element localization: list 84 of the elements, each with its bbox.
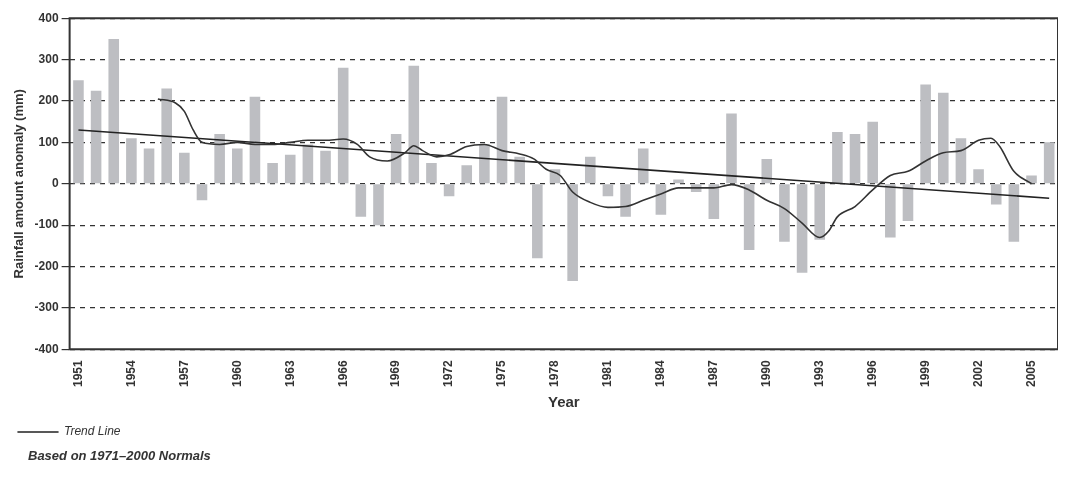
bar	[849, 134, 861, 184]
bar	[196, 184, 208, 201]
bar	[214, 134, 225, 184]
x-tick-label: 1996	[864, 359, 879, 388]
bar	[796, 184, 808, 273]
bar	[920, 84, 931, 184]
bar	[373, 184, 384, 226]
legend-label: Trend Line	[64, 424, 121, 439]
bar	[232, 148, 243, 184]
y-tick-label: 400	[38, 10, 59, 25]
x-tick-label: 1960	[229, 359, 244, 388]
bar	[567, 184, 578, 282]
x-tick-label: 1969	[388, 359, 403, 388]
y-tick-label: 0	[51, 176, 59, 191]
bar	[584, 156, 596, 184]
y-tick-label: 200	[38, 93, 59, 108]
bar	[355, 184, 367, 217]
bar	[426, 163, 437, 184]
bar	[902, 184, 914, 221]
bar	[885, 184, 896, 238]
bar	[443, 184, 455, 197]
bar	[1008, 184, 1020, 242]
bar	[249, 96, 261, 184]
x-tick-label: 1987	[706, 359, 721, 388]
bar	[284, 154, 296, 184]
x-tick-label: 1978	[547, 359, 562, 388]
bar	[867, 121, 878, 184]
y-tick-label: -100	[34, 217, 59, 232]
bar	[90, 90, 102, 184]
x-tick-label: 1999	[917, 359, 932, 388]
bar	[973, 169, 984, 184]
bar	[602, 184, 614, 197]
bar	[408, 65, 420, 184]
bar	[708, 184, 720, 219]
x-tick-label: 2005	[1023, 359, 1038, 388]
bar	[143, 148, 155, 184]
bar	[479, 144, 490, 184]
bar	[990, 184, 1002, 205]
bar	[743, 184, 755, 250]
bar	[1026, 175, 1037, 184]
y-tick-label: -400	[34, 341, 59, 356]
y-tick-label: -300	[34, 300, 59, 315]
bar	[832, 132, 843, 184]
x-tick-label: 1984	[653, 359, 668, 388]
x-tick-label: 2002	[970, 359, 985, 388]
bar	[496, 96, 508, 184]
y-tick-label: -200	[34, 258, 59, 273]
bar	[320, 150, 331, 184]
bar	[73, 80, 84, 184]
y-tick-label: 300	[38, 51, 59, 66]
bar	[1043, 142, 1055, 184]
bar	[337, 67, 349, 184]
bar	[461, 165, 473, 184]
x-tick-label: 1981	[600, 359, 615, 388]
y-tick-label: 100	[38, 134, 59, 149]
bar	[179, 152, 190, 184]
bar	[108, 38, 120, 184]
bar	[532, 184, 543, 259]
x-tick-label: 1993	[812, 359, 827, 388]
bar	[514, 156, 525, 184]
bar	[761, 158, 773, 184]
bar	[779, 184, 790, 242]
y-axis-title: Rainfall amount anomaly (mm)	[11, 89, 27, 279]
bar	[814, 184, 826, 240]
x-tick-label: 1951	[70, 359, 85, 388]
bar	[161, 88, 172, 184]
text: Based on 1971–2000 Normals	[28, 448, 212, 463]
bar	[637, 148, 649, 184]
x-tick-label: 1966	[335, 359, 350, 388]
x-tick-label: 1972	[441, 359, 456, 388]
x-tick-label: 1957	[176, 359, 191, 388]
x-tick-label: 1954	[123, 359, 138, 388]
bar	[302, 144, 314, 184]
bar	[937, 92, 949, 184]
x-tick-label: 1975	[494, 359, 509, 388]
bar	[267, 163, 278, 184]
bar	[655, 184, 667, 215]
bar	[726, 113, 737, 184]
bar	[620, 184, 631, 217]
x-tick-label: 1963	[282, 359, 297, 388]
x-axis-title: Year	[547, 393, 580, 411]
bar	[126, 138, 137, 184]
x-tick-label: 1990	[759, 359, 774, 388]
bar	[955, 138, 967, 184]
